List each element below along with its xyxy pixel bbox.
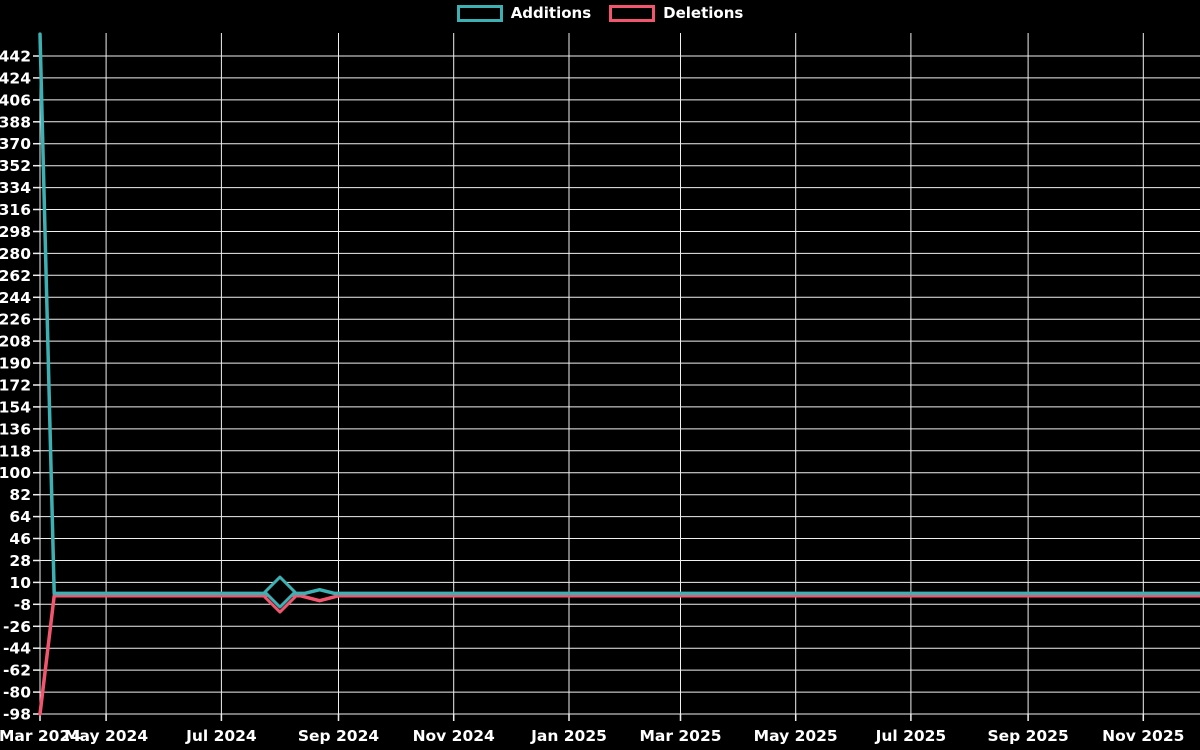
- y-tick-label: 334: [0, 179, 31, 197]
- x-tick-label: Nov 2025: [1102, 727, 1184, 745]
- y-tick-label: 406: [0, 91, 31, 109]
- y-tick-label: 64: [9, 508, 31, 526]
- legend-item-additions[interactable]: Additions: [456, 4, 592, 22]
- y-tick-label: 154: [0, 398, 31, 416]
- additions-swatch-icon: [456, 5, 503, 22]
- y-tick-label: 190: [0, 355, 31, 373]
- x-tick-label: Jul 2024: [185, 727, 257, 745]
- y-tick-label: 424: [0, 69, 31, 87]
- y-tick-label: 136: [0, 420, 31, 438]
- y-tick-label: -26: [3, 618, 31, 636]
- y-tick-label: -44: [3, 640, 31, 658]
- x-tick-label: Mar 2024: [0, 727, 81, 745]
- y-tick-label: 298: [0, 223, 31, 241]
- marker-diamond-additions[interactable]: [263, 575, 297, 609]
- y-tick-label: 10: [9, 574, 31, 592]
- y-tick-label: 46: [9, 530, 31, 548]
- y-tick-label: 172: [0, 377, 31, 395]
- x-tick-label: Nov 2024: [413, 727, 495, 745]
- x-tick-label: Sep 2024: [298, 727, 380, 745]
- x-tick-label: May 2025: [754, 727, 838, 745]
- deletions-swatch-icon: [609, 5, 656, 22]
- x-tick-label: Mar 2025: [639, 727, 721, 745]
- y-tick-label: 118: [0, 442, 31, 460]
- x-tick-label: May 2024: [64, 727, 148, 745]
- y-tick-label: 262: [0, 267, 31, 285]
- y-tick-label: -98: [3, 706, 31, 724]
- y-tick-label: 388: [0, 113, 31, 131]
- y-tick-label: 208: [0, 333, 31, 351]
- x-tick-label: Jul 2025: [875, 727, 947, 745]
- y-tick-label: 82: [9, 486, 31, 504]
- y-tick-label: 442: [0, 48, 31, 66]
- y-tick-label: -8: [14, 596, 31, 614]
- chart-legend: Additions Deletions: [0, 5, 1200, 22]
- series-line-additions[interactable]: [38, 32, 1200, 596]
- y-tick-label: -80: [3, 684, 31, 702]
- y-tick-label: 28: [9, 552, 31, 570]
- y-tick-label: 280: [0, 245, 31, 263]
- y-tick-label: 244: [0, 289, 31, 307]
- x-tick-label: Sep 2025: [987, 727, 1068, 745]
- y-tick-label: 370: [0, 135, 31, 153]
- y-tick-label: 352: [0, 157, 31, 175]
- x-tick-label: Jan 2025: [530, 727, 607, 745]
- y-tick-label: 100: [0, 464, 31, 482]
- legend-label-additions: Additions: [510, 4, 592, 22]
- y-tick-label: 316: [0, 201, 31, 219]
- y-tick-label: -62: [3, 662, 31, 680]
- y-tick-label: 226: [0, 311, 31, 329]
- series-line-deletions[interactable]: [38, 594, 1200, 716]
- legend-label-deletions: Deletions: [663, 4, 744, 22]
- legend-item-deletions[interactable]: Deletions: [609, 5, 743, 22]
